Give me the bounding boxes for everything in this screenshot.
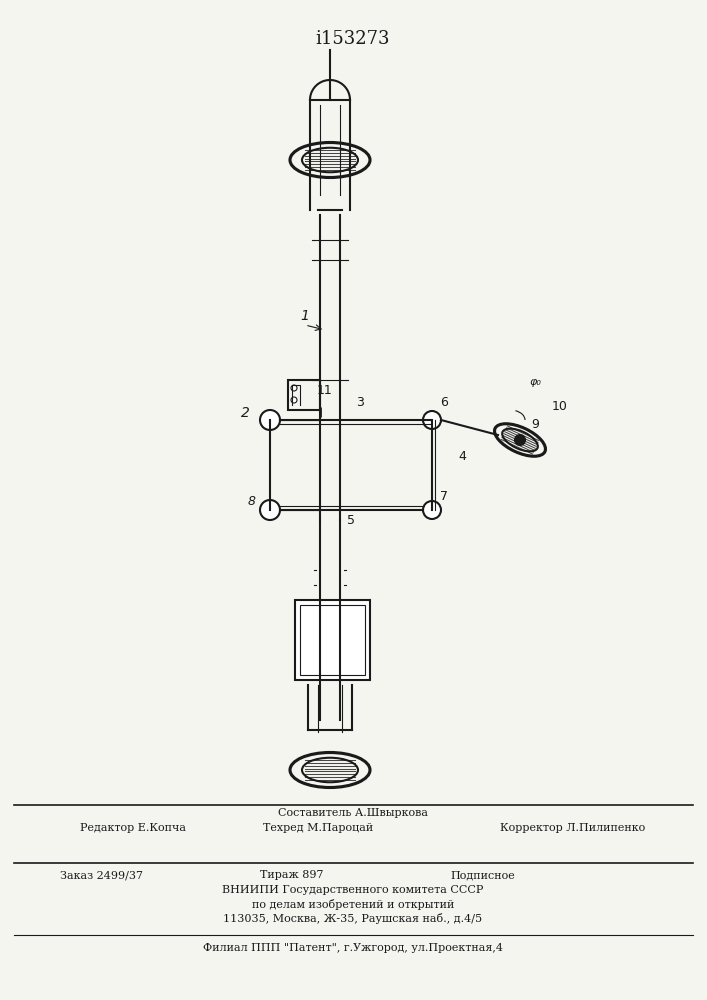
Text: 3: 3 <box>356 396 364 409</box>
Circle shape <box>291 385 297 391</box>
Text: Тираж 897: Тираж 897 <box>260 870 324 880</box>
Text: 113035, Москва, Ж-35, Раушская наб., д.4/5: 113035, Москва, Ж-35, Раушская наб., д.4… <box>223 913 483 924</box>
Text: Филиал ППП "Патент", г.Ужгород, ул.Проектная,4: Филиал ППП "Патент", г.Ужгород, ул.Проек… <box>203 943 503 953</box>
Text: Техред М.Пароцай: Техред М.Пароцай <box>263 823 373 833</box>
Circle shape <box>423 501 441 519</box>
Text: по делам изобретений и открытий: по делам изобретений и открытий <box>252 899 454 910</box>
Text: i153273: i153273 <box>316 30 390 48</box>
Text: ВНИИПИ Государственного комитета СССР: ВНИИПИ Государственного комитета СССР <box>222 885 484 895</box>
Text: Составитель А.Швыркова: Составитель А.Швыркова <box>278 808 428 818</box>
Text: Подписное: Подписное <box>450 870 515 880</box>
Text: 4: 4 <box>458 450 466 463</box>
Text: 6: 6 <box>440 396 448 409</box>
Text: 9: 9 <box>531 418 539 431</box>
Text: 10: 10 <box>552 400 568 413</box>
Bar <box>300 605 365 675</box>
Circle shape <box>260 500 280 520</box>
Text: 2: 2 <box>240 406 250 420</box>
Circle shape <box>515 435 525 445</box>
Text: φ₀: φ₀ <box>529 377 541 387</box>
Text: 1: 1 <box>300 309 310 323</box>
Circle shape <box>423 411 441 429</box>
Bar <box>288 380 320 410</box>
Text: Заказ 2499/37: Заказ 2499/37 <box>60 870 143 880</box>
Text: 8: 8 <box>248 495 256 508</box>
Circle shape <box>260 410 280 430</box>
Bar <box>295 600 370 680</box>
Text: 7: 7 <box>440 490 448 503</box>
Text: 5: 5 <box>347 514 355 527</box>
Text: 11: 11 <box>317 384 333 397</box>
Text: Корректор Л.Пилипенко: Корректор Л.Пилипенко <box>500 823 645 833</box>
Circle shape <box>291 397 297 403</box>
Text: Редактор Е.Копча: Редактор Е.Копча <box>80 823 186 833</box>
